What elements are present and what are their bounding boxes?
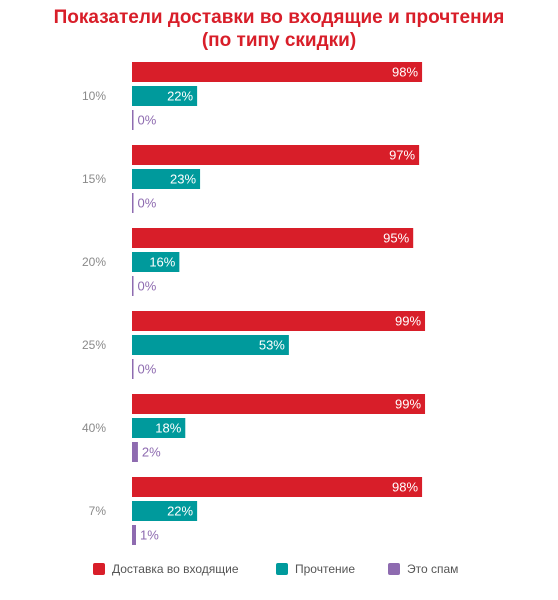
bar-read [132,86,198,106]
bar-spam [132,359,134,379]
bar-read [132,169,201,189]
chart-title-line-1: Показатели доставки во входящие и прочте… [53,7,505,28]
bar-value-label: 99% [395,397,421,412]
bar-value-label: 53% [259,338,285,353]
bar-value-label: 0% [138,362,157,377]
bar-value-label: 0% [138,196,157,211]
bar-value-label: 0% [138,279,157,294]
bar-value-label: 98% [392,65,418,80]
category-label: 40% [82,421,106,435]
bar-inbox [132,228,414,248]
bar-read [132,252,180,272]
category-label: 15% [82,172,106,186]
bar-value-label: 18% [155,421,181,436]
bar-value-label: 22% [167,89,193,104]
bar-value-label: 0% [138,113,157,128]
legend-swatch-read [276,563,288,575]
legend-item-read: Прочтение [276,562,355,576]
bar-chart: 10% 98% 22% 0% 15% 97% 23% 0% 20% 95% 16% 0% 25% 99% 5… [82,62,426,545]
bar-spam [132,193,134,213]
chart-legend: Доставка во входящие Прочтение Это спам [0,562,558,584]
legend-label-spam: Это спам [407,562,459,576]
bar-inbox [132,311,426,331]
category-label: 20% [82,255,106,269]
legend-swatch-spam [388,563,400,575]
bar-value-label: 98% [392,480,418,495]
category-label: 25% [82,338,106,352]
bar-inbox [132,145,420,165]
bar-read [132,418,186,438]
legend-swatch-inbox [93,563,105,575]
bar-value-label: 1% [140,528,159,543]
bar-spam [132,276,134,296]
bar-spam [132,525,136,545]
bar-value-label: 22% [167,504,193,519]
chart-title: Показатели доставки во входящие и прочте… [0,6,558,52]
bar-read [132,501,198,521]
category-label: 10% [82,89,106,103]
bar-value-label: 23% [170,172,196,187]
bar-value-label: 16% [149,255,175,270]
bar-inbox [132,394,426,414]
bar-spam [132,110,134,130]
chart-title-line-2: (по типу скидки) [201,30,357,51]
legend-item-inbox: Доставка во входящие [93,562,239,576]
category-label: 7% [89,504,107,518]
bar-value-label: 95% [383,231,409,246]
legend-item-spam: Это спам [388,562,458,576]
bar-spam [132,442,138,462]
bar-value-label: 99% [395,314,421,329]
legend-label-read: Прочтение [295,562,355,576]
bar-value-label: 2% [142,445,161,460]
bar-inbox [132,477,423,497]
bar-read [132,335,289,355]
bar-inbox [132,62,423,82]
bar-value-label: 97% [389,148,415,163]
legend-label-inbox: Доставка во входящие [112,562,239,576]
